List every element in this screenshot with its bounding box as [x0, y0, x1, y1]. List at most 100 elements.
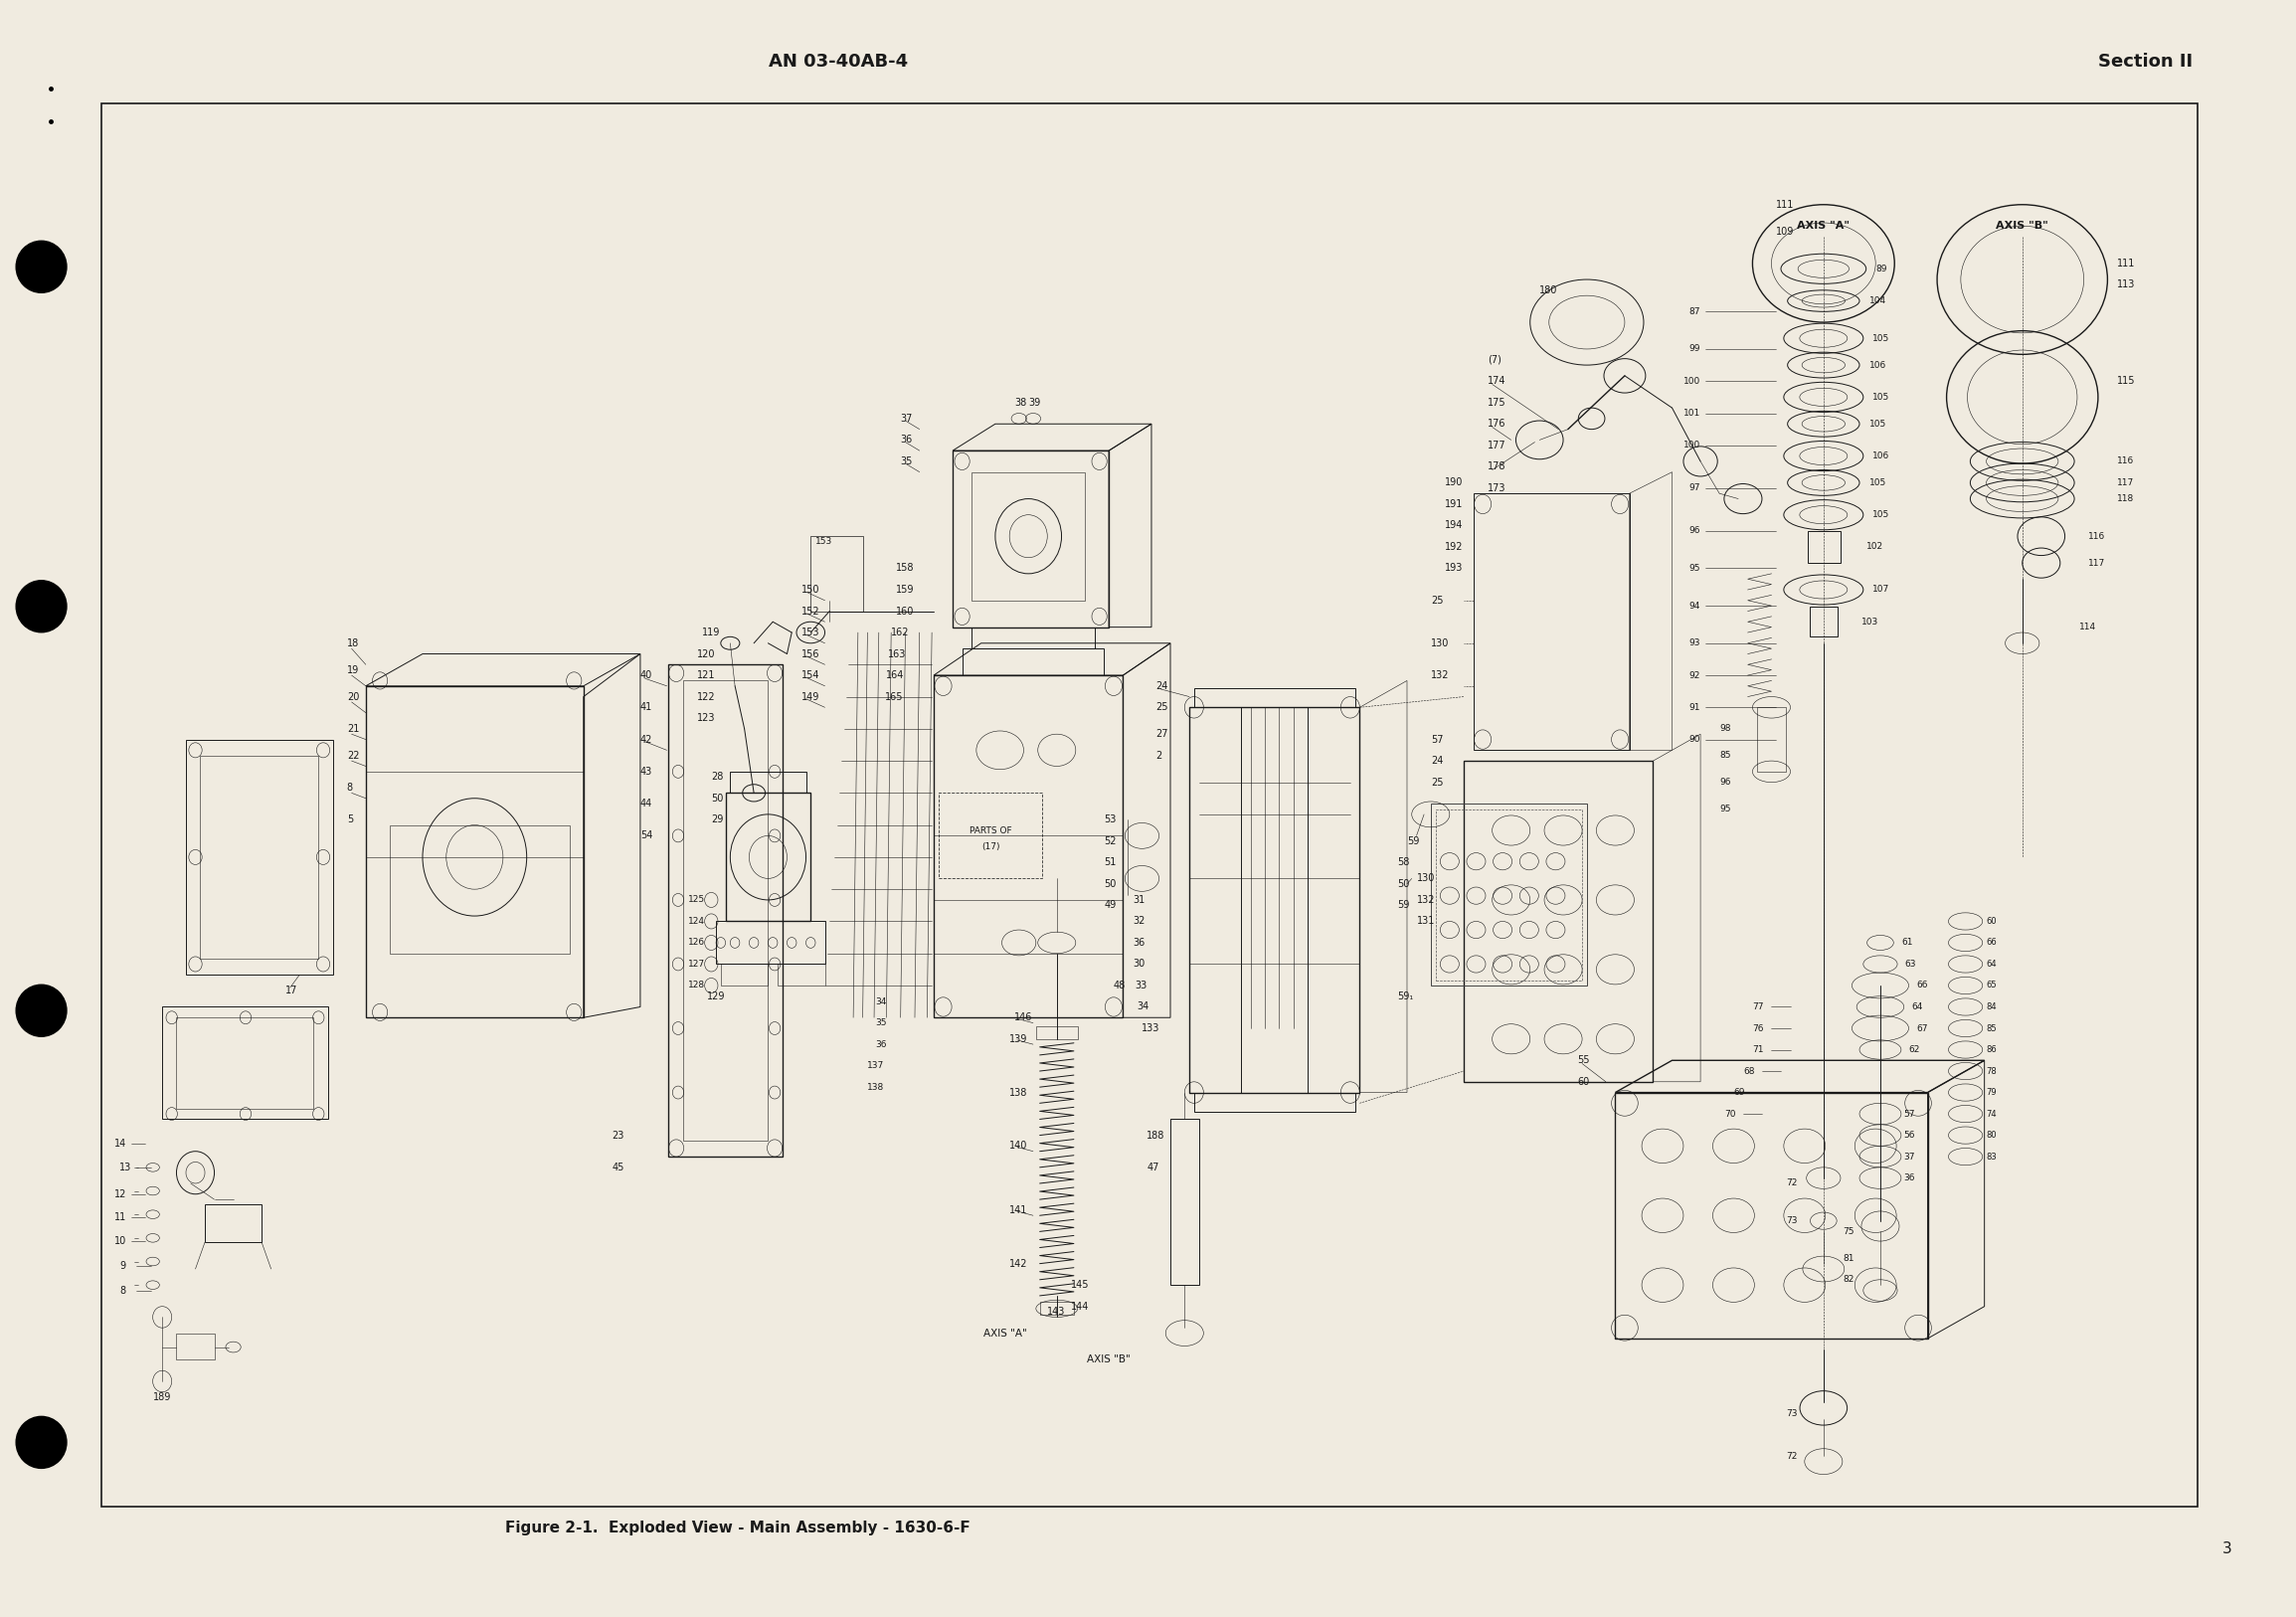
- Text: 59: 59: [1398, 901, 1410, 910]
- Text: 38: 38: [1015, 398, 1026, 407]
- Text: 92: 92: [1690, 671, 1701, 679]
- Text: 194: 194: [1444, 521, 1463, 530]
- Text: 19: 19: [347, 665, 358, 674]
- Text: 111: 111: [1777, 199, 1795, 210]
- Text: 85: 85: [1986, 1024, 1998, 1033]
- Text: 139: 139: [1010, 1033, 1029, 1045]
- Bar: [1194, 1093, 1355, 1112]
- Text: 100: 100: [1683, 377, 1701, 385]
- Text: 122: 122: [698, 692, 716, 702]
- Text: 56: 56: [1903, 1130, 1915, 1140]
- Bar: [365, 686, 583, 1017]
- Text: 62: 62: [1908, 1045, 1919, 1054]
- Text: 107: 107: [1874, 585, 1890, 593]
- Text: 36: 36: [1903, 1174, 1915, 1182]
- Text: 59: 59: [1407, 836, 1419, 846]
- Bar: [1194, 689, 1355, 707]
- Text: 33: 33: [1134, 980, 1146, 991]
- Text: 125: 125: [687, 896, 705, 904]
- Text: 77: 77: [1752, 1003, 1763, 1011]
- Text: 118: 118: [2117, 495, 2133, 503]
- Text: 64: 64: [1913, 1003, 1922, 1011]
- Text: 96: 96: [1690, 527, 1701, 535]
- Text: 18: 18: [347, 639, 358, 648]
- Text: 114: 114: [2080, 623, 2096, 632]
- Text: 109: 109: [1777, 226, 1795, 236]
- Bar: [1474, 493, 1630, 750]
- Text: 91: 91: [1690, 703, 1701, 711]
- Bar: [726, 792, 810, 922]
- Ellipse shape: [16, 581, 67, 632]
- Text: 69: 69: [1733, 1088, 1745, 1096]
- Bar: [682, 681, 769, 1140]
- Text: 127: 127: [687, 959, 705, 969]
- Text: 153: 153: [801, 627, 820, 637]
- Text: 44: 44: [641, 799, 652, 808]
- Text: 25: 25: [1430, 595, 1444, 605]
- Text: 105: 105: [1869, 419, 1885, 429]
- Text: 54: 54: [641, 831, 652, 841]
- Text: PARTS OF: PARTS OF: [969, 826, 1013, 834]
- Text: 178: 178: [1488, 462, 1506, 472]
- Text: 34: 34: [1137, 1003, 1150, 1012]
- Text: 144: 144: [1070, 1302, 1088, 1311]
- Text: AXIS "B": AXIS "B": [1995, 222, 2048, 231]
- Text: 57: 57: [1430, 734, 1444, 744]
- Text: 73: 73: [1786, 1408, 1798, 1418]
- Text: 174: 174: [1488, 377, 1506, 386]
- Text: 2: 2: [1157, 750, 1162, 760]
- Text: 93: 93: [1690, 639, 1701, 648]
- Text: 78: 78: [1986, 1067, 1998, 1075]
- Text: 120: 120: [698, 648, 716, 658]
- Text: 42: 42: [641, 734, 652, 744]
- Text: 116: 116: [2089, 532, 2105, 540]
- Bar: [177, 1017, 315, 1109]
- Text: 74: 74: [1986, 1109, 1998, 1119]
- Bar: [716, 922, 824, 964]
- Text: 83: 83: [1986, 1153, 1998, 1161]
- Text: 156: 156: [801, 648, 820, 658]
- Text: 22: 22: [347, 750, 358, 760]
- Text: 66: 66: [1986, 938, 1998, 948]
- Text: 104: 104: [1869, 296, 1885, 306]
- Text: 79: 79: [1986, 1088, 1998, 1096]
- Text: 119: 119: [703, 627, 721, 637]
- Text: 124: 124: [687, 917, 705, 927]
- Text: 105: 105: [1874, 511, 1890, 519]
- Bar: [390, 825, 569, 954]
- Text: 132: 132: [1430, 671, 1449, 681]
- Text: 190: 190: [1444, 477, 1463, 488]
- Text: 24: 24: [1157, 681, 1169, 690]
- Text: 29: 29: [712, 815, 723, 825]
- Bar: [1430, 804, 1587, 985]
- Bar: [1040, 1302, 1075, 1315]
- Text: 160: 160: [895, 606, 914, 616]
- Bar: [778, 964, 824, 985]
- Text: 67: 67: [1917, 1024, 1929, 1033]
- Text: 138: 138: [868, 1083, 884, 1091]
- Text: 140: 140: [1010, 1142, 1029, 1151]
- Text: 126: 126: [687, 938, 705, 948]
- Text: 115: 115: [2117, 377, 2135, 386]
- Text: 64: 64: [1986, 959, 1998, 969]
- Text: 149: 149: [801, 692, 820, 702]
- Text: 101: 101: [1683, 409, 1701, 417]
- Text: 50: 50: [712, 794, 723, 804]
- Text: 100: 100: [1683, 441, 1701, 450]
- Text: 71: 71: [1752, 1045, 1763, 1054]
- Text: 117: 117: [2117, 479, 2133, 487]
- Text: 173: 173: [1488, 483, 1506, 493]
- Text: 90: 90: [1690, 736, 1701, 744]
- Text: 192: 192: [1444, 542, 1463, 551]
- Bar: [1465, 762, 1653, 1082]
- Bar: [1435, 808, 1582, 980]
- Text: 87: 87: [1690, 307, 1701, 315]
- Text: 11: 11: [115, 1213, 126, 1222]
- Text: AN 03-40AB-4: AN 03-40AB-4: [769, 52, 907, 71]
- Bar: [1809, 606, 1837, 637]
- Bar: [1807, 530, 1841, 563]
- Text: 128: 128: [687, 982, 705, 990]
- Bar: [177, 1332, 214, 1360]
- Text: 95: 95: [1690, 564, 1701, 572]
- Text: 105: 105: [1874, 393, 1890, 401]
